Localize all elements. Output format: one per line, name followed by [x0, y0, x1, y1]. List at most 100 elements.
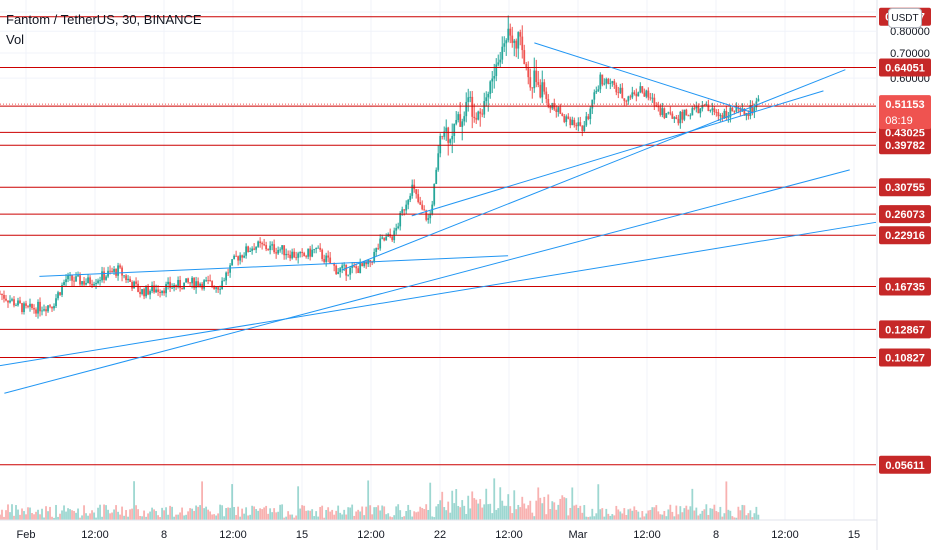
volume-bar	[327, 507, 330, 520]
candle-body	[715, 112, 718, 113]
volume-bar	[37, 509, 39, 520]
candle-body	[429, 213, 432, 219]
candle-body	[623, 98, 626, 101]
candle-body	[571, 119, 574, 126]
volume-bar	[111, 512, 113, 520]
candle-body	[13, 299, 15, 306]
candle-body	[529, 77, 532, 88]
volume-bar	[157, 515, 159, 520]
volume-bar	[267, 513, 270, 520]
volume-bar	[583, 505, 586, 520]
candle-body	[323, 258, 326, 262]
candle-body	[359, 263, 362, 274]
candle-body	[541, 82, 544, 98]
volume-bar	[709, 508, 712, 520]
volume-bar	[753, 513, 756, 520]
candle-body	[663, 108, 666, 118]
candle-body	[479, 111, 482, 114]
candle-body	[567, 116, 570, 119]
candle-body	[533, 70, 536, 89]
volume-bar	[409, 509, 412, 520]
candle-body	[209, 280, 212, 282]
volume-bar	[141, 516, 143, 520]
volume-bar	[219, 504, 222, 520]
candle-body	[131, 281, 133, 289]
candle-body	[615, 84, 618, 93]
volume-bar	[731, 516, 734, 520]
volume-bar	[509, 506, 512, 520]
volume-bar	[67, 508, 69, 520]
candle-body	[187, 278, 189, 283]
candle-body	[679, 111, 682, 124]
candle-body	[7, 300, 9, 303]
candle-body	[307, 248, 310, 257]
volume-bar	[79, 517, 81, 520]
volume-bar	[577, 507, 580, 520]
candle-body	[117, 265, 119, 276]
candle-body	[255, 246, 258, 250]
candle-body	[347, 274, 350, 276]
volume-bar	[527, 505, 530, 520]
volume-bar	[43, 517, 45, 520]
volume-bar	[223, 516, 226, 520]
volume-bar	[175, 514, 177, 520]
volume-bar	[283, 517, 286, 520]
candle-body	[279, 249, 282, 251]
candle-body	[291, 251, 294, 259]
candle-body	[699, 108, 702, 114]
candle-body	[657, 106, 660, 108]
candle-body	[301, 251, 304, 254]
volume-bar	[465, 513, 468, 520]
candle-body	[723, 110, 726, 119]
volume-bar	[555, 509, 558, 520]
volume-bar	[451, 490, 454, 520]
volume-bar	[637, 511, 640, 520]
volume-bar	[237, 506, 240, 520]
volume-bar	[441, 491, 444, 520]
candle-body	[505, 40, 508, 44]
level-price-label: 0.05611	[885, 460, 924, 472]
volume-bar	[733, 517, 736, 520]
candle-body	[423, 209, 426, 211]
candle-body	[579, 122, 582, 126]
volume-bar	[697, 515, 700, 520]
candle-body	[535, 70, 538, 83]
candle-body	[199, 283, 201, 286]
volume-bar	[749, 510, 752, 520]
volume-bar	[431, 516, 434, 520]
candle-body	[459, 114, 462, 127]
volume-bar	[119, 514, 121, 520]
level-price-tag	[879, 455, 931, 474]
volume-bar	[683, 508, 686, 520]
volume-bar	[307, 510, 310, 520]
candle-body	[267, 249, 270, 251]
volume-bar	[27, 507, 29, 520]
volume-bar	[715, 511, 718, 520]
level-price-label: 0.64051	[885, 62, 925, 74]
volume-bar	[735, 517, 738, 520]
candle-body	[405, 204, 408, 211]
currency-badge[interactable]: USDT	[888, 8, 922, 28]
candle-body	[215, 287, 218, 289]
candle-body	[625, 100, 628, 102]
candle-body	[285, 253, 288, 256]
volume-bar	[375, 507, 378, 520]
candle-body	[1, 293, 3, 295]
candle-body	[71, 275, 73, 281]
volume-bar	[523, 503, 526, 520]
candle-body	[381, 237, 384, 239]
volume-bar	[433, 517, 436, 520]
candle-body	[435, 169, 438, 184]
volume-bar	[385, 514, 388, 520]
candle-body	[601, 74, 604, 85]
candle-body	[213, 286, 216, 289]
candle-body	[669, 112, 672, 114]
volume-bar	[491, 513, 494, 520]
candle-body	[361, 263, 364, 267]
candle-body	[457, 114, 460, 121]
candle-body	[673, 117, 676, 119]
candle-body	[665, 113, 668, 118]
candle-body	[49, 305, 51, 307]
